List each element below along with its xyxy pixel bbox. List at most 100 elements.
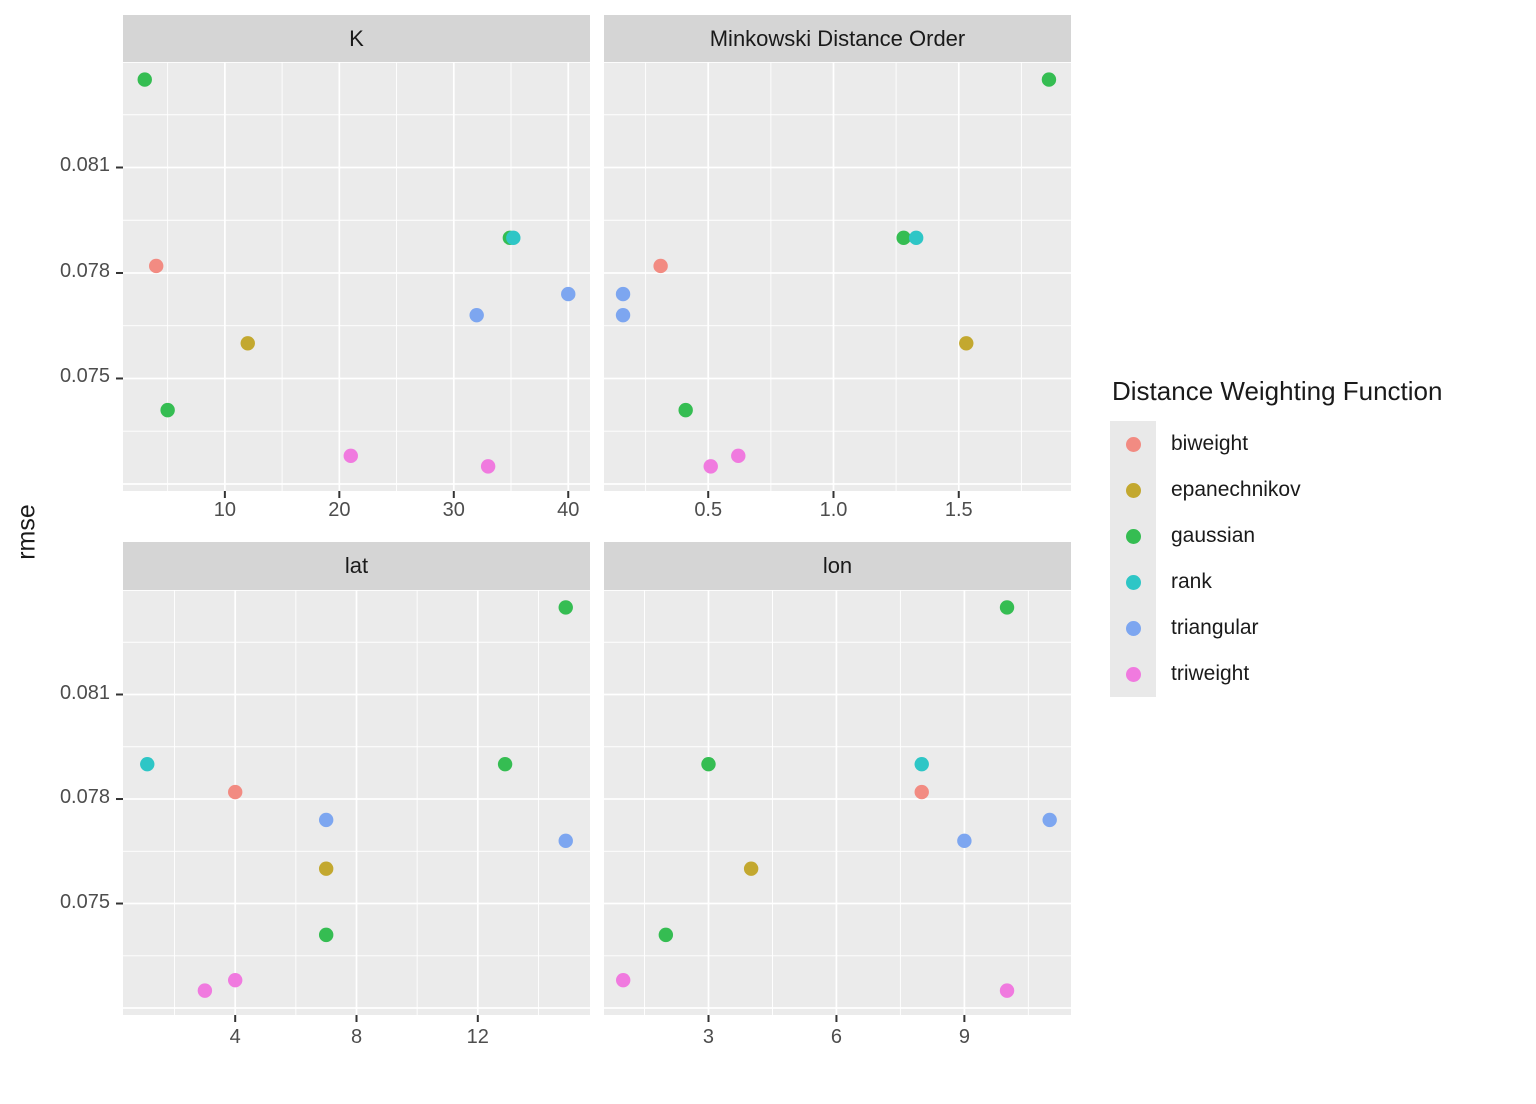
data-point-gaussian [497, 756, 513, 772]
x-tick-label: 20 [328, 499, 351, 521]
data-point-triangular [561, 286, 576, 302]
legend-entry-epanechnikov: epanechnikov [1110, 467, 1536, 513]
x-tick-label: 12 [466, 1026, 489, 1048]
data-point-rank [908, 230, 924, 246]
data-point-gaussian [999, 600, 1015, 615]
legend-entry-triangular: triangular [1110, 605, 1536, 651]
data-point-gaussian [137, 72, 152, 87]
data-point-gaussian [318, 927, 334, 943]
x-tick-label: 1.0 [819, 499, 848, 521]
y-tick-label: 0.075 [59, 890, 110, 913]
data-points [140, 600, 573, 998]
legend-label: biweight [1171, 432, 1249, 455]
data-point-triangular [469, 307, 484, 323]
x-tick-label: 8 [350, 1026, 363, 1048]
data-point-triangular [957, 833, 972, 849]
legend-label: gaussian [1171, 524, 1256, 547]
facet-strip-lat: lat [123, 542, 590, 590]
legend-label: epanechnikov [1171, 478, 1301, 501]
x-tick-label: 40 [557, 499, 580, 521]
legend-dot-triangular-icon [1125, 620, 1141, 636]
data-point-epanechnikov [318, 861, 334, 876]
data-point-triweight [999, 983, 1015, 998]
legend-dot-epanechnikov-icon [1125, 482, 1141, 498]
panel-background [604, 62, 1071, 491]
legend-key [1110, 559, 1156, 605]
legend-key [1110, 605, 1156, 651]
legend-key [1110, 467, 1156, 513]
legend-dot-triweight-icon [1125, 666, 1141, 682]
data-point-gaussian [558, 600, 573, 615]
data-point-triweight [703, 459, 718, 474]
data-point-gaussian [701, 756, 716, 772]
legend: Distance Weighting Function biweight epan… [1110, 376, 1536, 697]
y-tick-label: 0.081 [59, 154, 110, 177]
y-tick-label: 0.081 [59, 681, 110, 704]
data-point-biweight [914, 784, 929, 800]
facet-strip-k: K [123, 15, 590, 62]
legend-key [1110, 421, 1156, 467]
data-points [615, 600, 1057, 998]
x-tick-label: 9 [958, 1026, 970, 1048]
legend-entry-biweight: biweight [1110, 421, 1536, 467]
minor-gridlines [123, 62, 590, 491]
legend-keys: biweight epanechnikov gaussian rank triangul… [1110, 421, 1536, 697]
data-point-gaussian [678, 402, 693, 418]
x-tick-label: 6 [830, 1026, 842, 1048]
legend-entry-rank: rank [1110, 559, 1536, 605]
data-point-gaussian [896, 230, 911, 246]
data-point-triangular [558, 833, 573, 849]
data-point-gaussian [658, 927, 674, 943]
y-tick-label: 0.078 [59, 259, 110, 282]
data-point-triweight [480, 459, 496, 474]
data-point-gaussian [1041, 72, 1057, 87]
legend-key [1110, 513, 1156, 559]
data-point-rank [506, 230, 521, 246]
data-points [137, 72, 576, 474]
data-point-rank [140, 756, 155, 772]
data-point-epanechnikov [743, 861, 759, 876]
facet-strip-lon: lon [604, 542, 1071, 590]
major-gridlines [123, 61, 590, 491]
x-tick-label: 4 [229, 1026, 241, 1048]
x-tick-label: 30 [442, 499, 465, 521]
legend-dot-gaussian-icon [1125, 528, 1141, 544]
data-point-triangular [615, 286, 631, 302]
data-point-triweight [343, 448, 358, 464]
data-points [615, 72, 1057, 474]
facet-lat [116, 589, 590, 1022]
y-axis-title: rmse [12, 504, 41, 560]
data-point-triweight [228, 972, 243, 988]
data-point-rank [914, 756, 929, 772]
legend-label: triweight [1171, 662, 1250, 685]
data-point-epanechnikov [240, 336, 255, 351]
data-point-gaussian [160, 402, 175, 418]
legend-dot-rank-icon [1125, 574, 1141, 590]
minor-gridlines [604, 590, 1071, 1015]
x-tick-label: 0.5 [694, 499, 723, 521]
legend-entry-triweight: triweight [1110, 651, 1536, 697]
data-point-biweight [653, 258, 668, 274]
x-tick-label: 1.5 [944, 499, 973, 521]
data-point-triangular [318, 812, 334, 828]
facet-strip-minkowski-distance-order: Minkowski Distance Order [604, 15, 1071, 62]
major-gridlines [604, 589, 1071, 1015]
legend-entry-gaussian: gaussian [1110, 513, 1536, 559]
data-point-biweight [228, 784, 243, 800]
legend-label: triangular [1171, 616, 1259, 639]
legend-title: Distance Weighting Function [1112, 376, 1443, 406]
data-point-triweight [731, 448, 746, 464]
panel-background [123, 62, 590, 491]
legend-label: rank [1171, 570, 1212, 593]
major-gridlines [123, 589, 590, 1015]
data-point-triangular [1042, 812, 1057, 828]
x-tick-label: 3 [702, 1026, 715, 1048]
panel-background [604, 590, 1071, 1015]
legend-dot-biweight-icon [1125, 436, 1141, 452]
facet-K [116, 61, 590, 498]
y-tick-label: 0.075 [59, 365, 110, 388]
data-point-triweight [615, 972, 631, 988]
x-tick-label: 10 [213, 499, 236, 521]
